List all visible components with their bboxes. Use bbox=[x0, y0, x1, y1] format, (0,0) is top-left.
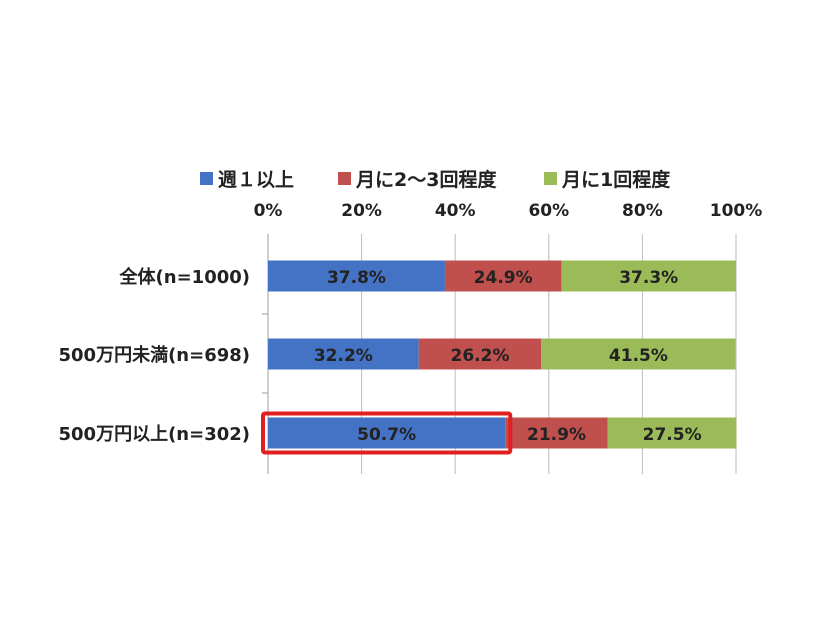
x-tick-label-1: 20% bbox=[341, 201, 382, 221]
data-label-1-0: 32.2% bbox=[314, 346, 373, 366]
x-tick-label-5: 100% bbox=[710, 201, 763, 221]
x-tick-label-0: 0% bbox=[254, 201, 283, 221]
legend-label-1: 月に2～3回程度 bbox=[355, 168, 497, 191]
legend-swatch-1 bbox=[338, 172, 351, 185]
data-label-1-1: 26.2% bbox=[451, 346, 510, 366]
data-label-2-1: 21.9% bbox=[527, 425, 586, 445]
highlight-box bbox=[261, 411, 513, 455]
x-tick-label-2: 40% bbox=[435, 201, 476, 221]
legend-swatch-0 bbox=[200, 172, 213, 185]
data-label-0-2: 37.3% bbox=[619, 268, 678, 288]
bar-2-0 bbox=[268, 417, 506, 449]
data-label-2-0: 50.7% bbox=[357, 425, 416, 445]
legend-label-0: 週１以上 bbox=[218, 169, 294, 191]
highlight-rectangle bbox=[261, 411, 513, 455]
bar-1-1 bbox=[418, 338, 542, 370]
category-label-2: 500万円以上(n=302) bbox=[59, 424, 251, 445]
bar-0-0 bbox=[268, 260, 445, 292]
bar-1-2 bbox=[541, 338, 736, 370]
data-label-0-1: 24.9% bbox=[474, 268, 533, 288]
bar-1-0 bbox=[268, 338, 419, 370]
bar-2-1 bbox=[505, 417, 608, 449]
category-label-1: 500万円未満(n=698) bbox=[59, 344, 251, 366]
legend-swatch-2 bbox=[544, 172, 557, 185]
category-label-0: 全体(n=1000) bbox=[119, 266, 250, 288]
data-label-0-0: 37.8% bbox=[327, 268, 386, 288]
data-label-1-2: 41.5% bbox=[609, 346, 668, 366]
x-tick-label-3: 60% bbox=[528, 201, 569, 221]
legend-label-2: 月に1回程度 bbox=[561, 168, 671, 191]
bar-0-1 bbox=[444, 260, 562, 292]
legend: 週１以上 月に2～3回程度 月に1回程度 bbox=[200, 168, 671, 191]
x-axis-ticks: 0% 20% 40% 60% 80% 100% bbox=[254, 201, 763, 221]
bars: 37.8% 24.9% 37.3% 32.2% 26.2% 41.5% 50.7% 21.9%… bbox=[268, 260, 737, 449]
data-label-2-2: 27.5% bbox=[643, 425, 702, 445]
category-labels: 全体(n=1000) 500万円未満(n=698) 500万円以上(n=302) bbox=[59, 266, 251, 445]
bar-2-2 bbox=[607, 417, 737, 449]
x-tick-label-4: 80% bbox=[622, 201, 663, 221]
bar-0-2 bbox=[561, 260, 736, 292]
